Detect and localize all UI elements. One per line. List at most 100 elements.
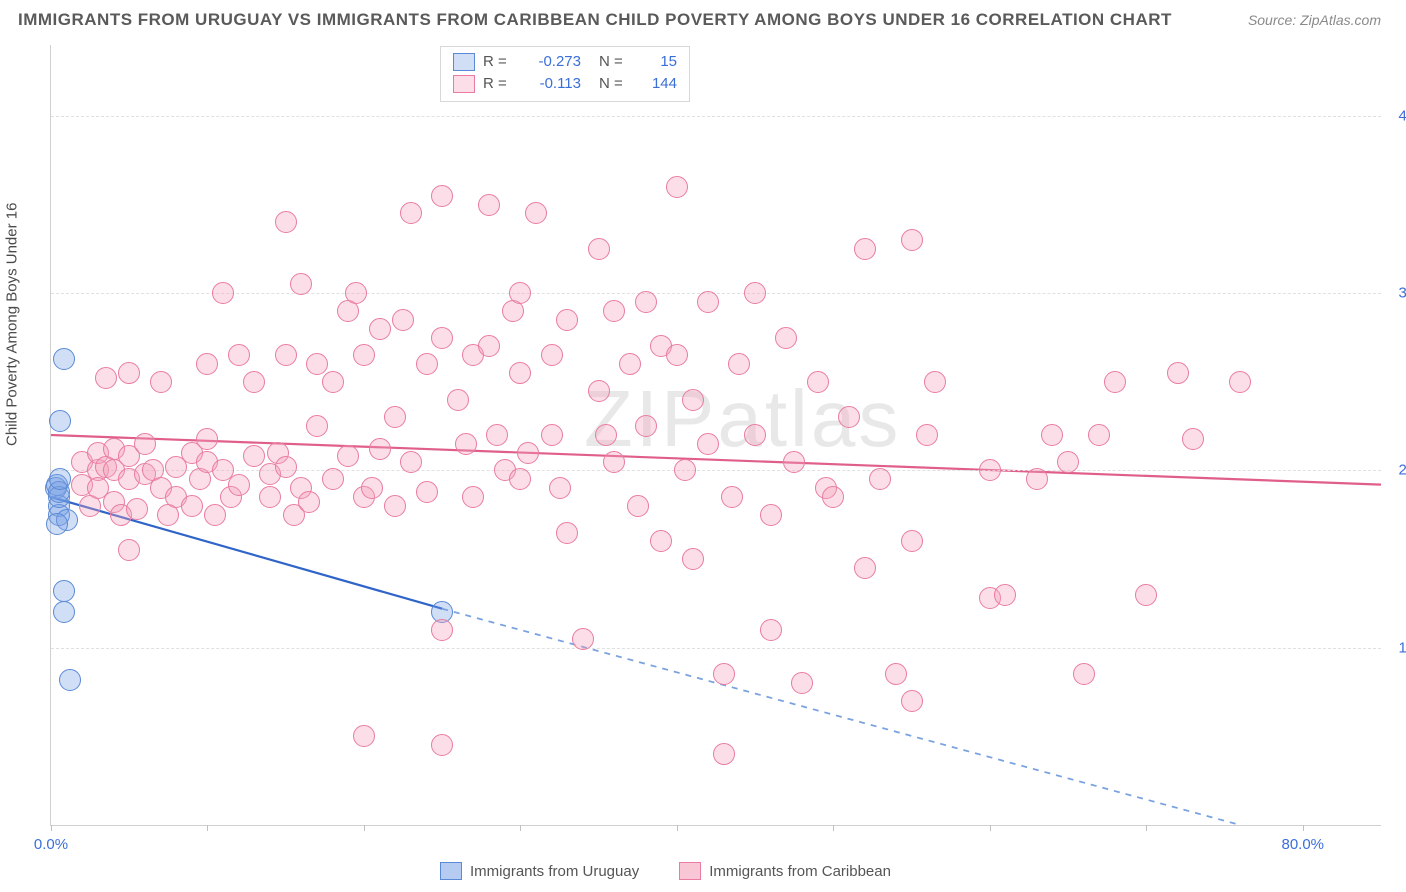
data-point: [1026, 468, 1048, 490]
data-point: [447, 389, 469, 411]
data-point: [275, 211, 297, 233]
data-point: [838, 406, 860, 428]
data-point: [682, 548, 704, 570]
data-point: [854, 238, 876, 260]
data-point: [666, 176, 688, 198]
data-point: [775, 327, 797, 349]
data-point: [603, 300, 625, 322]
data-point: [728, 353, 750, 375]
data-point: [196, 353, 218, 375]
x-tick-mark: [1303, 825, 1304, 831]
trend-lines-layer: [51, 45, 1381, 825]
legend-n-value: 144: [637, 73, 677, 95]
data-point: [901, 530, 923, 552]
data-point: [697, 433, 719, 455]
data-point: [306, 415, 328, 437]
data-point: [478, 194, 500, 216]
data-point: [345, 282, 367, 304]
data-point: [228, 474, 250, 496]
legend-r-value: -0.273: [521, 51, 581, 73]
data-point: [212, 282, 234, 304]
data-point: [243, 445, 265, 467]
data-point: [462, 486, 484, 508]
legend-series-item: Immigrants from Uruguay: [440, 862, 639, 880]
data-point: [1135, 584, 1157, 606]
x-tick-mark: [1146, 825, 1147, 831]
x-tick-mark: [833, 825, 834, 831]
data-point: [298, 491, 320, 513]
data-point: [541, 424, 563, 446]
x-tick-label: 0.0%: [34, 836, 68, 853]
data-point: [822, 486, 844, 508]
data-point: [134, 433, 156, 455]
data-point: [1167, 362, 1189, 384]
legend-series-label: Immigrants from Uruguay: [470, 863, 639, 880]
data-point: [588, 238, 610, 260]
data-point: [118, 539, 140, 561]
legend-swatch: [679, 862, 701, 880]
data-point: [595, 424, 617, 446]
trend-line-extrapolated: [442, 609, 1240, 825]
legend-n-value: 15: [637, 51, 677, 73]
data-point: [635, 415, 657, 437]
data-point: [627, 495, 649, 517]
data-point: [744, 424, 766, 446]
gridline-horizontal: [51, 648, 1381, 649]
data-point: [721, 486, 743, 508]
gridline-horizontal: [51, 116, 1381, 117]
y-tick-label: 30.0%: [1398, 285, 1406, 302]
plot-area: ZIPatlas 10.0%20.0%30.0%40.0%0.0%80.0%: [50, 45, 1381, 826]
legend-swatch: [453, 53, 475, 71]
data-point: [400, 451, 422, 473]
data-point: [369, 318, 391, 340]
data-point: [509, 362, 531, 384]
data-point: [49, 410, 71, 432]
data-point: [196, 428, 218, 450]
data-point: [666, 344, 688, 366]
data-point: [322, 371, 344, 393]
data-point: [1057, 451, 1079, 473]
data-point: [53, 348, 75, 370]
data-point: [1041, 424, 1063, 446]
data-point: [384, 495, 406, 517]
x-tick-label: 80.0%: [1281, 836, 1324, 853]
data-point: [901, 690, 923, 712]
data-point: [392, 309, 414, 331]
data-point: [243, 371, 265, 393]
data-point: [95, 367, 117, 389]
data-point: [760, 619, 782, 641]
data-point: [650, 530, 672, 552]
data-point: [361, 477, 383, 499]
data-point: [228, 344, 250, 366]
data-point: [118, 362, 140, 384]
data-point: [322, 468, 344, 490]
data-point: [290, 273, 312, 295]
data-point: [885, 663, 907, 685]
data-point: [306, 353, 328, 375]
data-point: [807, 371, 829, 393]
data-point: [275, 456, 297, 478]
data-point: [275, 344, 297, 366]
legend-n-label: N =: [599, 73, 629, 95]
data-point: [509, 282, 531, 304]
data-point: [431, 327, 453, 349]
x-tick-mark: [990, 825, 991, 831]
x-tick-mark: [364, 825, 365, 831]
data-point: [1182, 428, 1204, 450]
legend-n-label: N =: [599, 51, 629, 73]
x-tick-mark: [51, 825, 52, 831]
data-point: [478, 335, 500, 357]
data-point: [369, 438, 391, 460]
data-point: [53, 580, 75, 602]
legend-swatch: [440, 862, 462, 880]
data-point: [259, 486, 281, 508]
data-point: [1088, 424, 1110, 446]
y-tick-label: 20.0%: [1398, 462, 1406, 479]
legend-series-item: Immigrants from Caribbean: [679, 862, 891, 880]
data-point: [59, 669, 81, 691]
x-tick-mark: [207, 825, 208, 831]
data-point: [556, 522, 578, 544]
x-tick-mark: [520, 825, 521, 831]
data-point: [204, 504, 226, 526]
correlation-legend: R =-0.273N =15R =-0.113N =144: [440, 46, 690, 102]
